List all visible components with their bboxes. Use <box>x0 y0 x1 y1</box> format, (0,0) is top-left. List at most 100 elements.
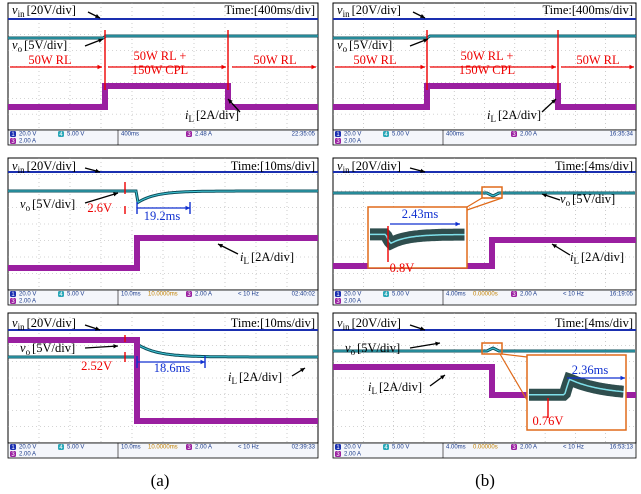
status-trigger: 2.00 A <box>520 132 537 138</box>
annotation: 0.8V <box>390 261 415 275</box>
annotation: 50W RL <box>253 53 296 67</box>
status-timebase: 10.0ms <box>121 292 141 298</box>
subscript: in <box>18 322 26 332</box>
annotation: 50W RL <box>28 53 71 67</box>
status-clock: 16:53:13 <box>610 445 634 451</box>
annotation: 2.52V <box>81 359 112 373</box>
time-scale: Time:[4ms/div] <box>555 316 633 330</box>
time-scale: Time:[10ms/div] <box>231 316 315 330</box>
annotation: 50W RL <box>576 53 619 67</box>
status-ch4: 5.00 V <box>392 445 409 451</box>
status-bar <box>333 130 636 145</box>
scale: [20V/div] <box>27 316 76 330</box>
annotation: 50W RL <box>353 53 396 67</box>
status-freq: < 10 Hz <box>238 445 259 451</box>
status-clock: 16:35:34 <box>610 132 634 138</box>
status-ch3: 2.00 A <box>344 452 361 458</box>
scale: [20V/div] <box>352 3 401 17</box>
status-delay: 10.0000ms <box>148 292 178 298</box>
scale: [20V/div] <box>27 159 76 173</box>
annotation: 2.43ms <box>402 207 439 221</box>
subscript: o <box>18 44 23 54</box>
scale: [20V/div] <box>352 159 401 173</box>
subscript: in <box>343 9 351 19</box>
scale: [2A/div] <box>379 380 422 394</box>
subscript: L <box>243 256 249 266</box>
subscript: L <box>490 114 496 124</box>
status-ch1: 20.0 V <box>344 292 361 298</box>
scale: [20V/div] <box>352 316 401 330</box>
scale: [5V/div] <box>572 192 615 206</box>
status-clock: 02:39:33 <box>292 445 316 451</box>
status-clock: 16:19:05 <box>610 292 634 298</box>
status-trigger: 2.48 A <box>195 132 212 138</box>
status-timebase: 10.0ms <box>121 445 141 451</box>
annotation: 2.6V <box>87 201 112 215</box>
status-timebase: 4.00ms <box>446 292 466 298</box>
status-ch3: 2.00 A <box>344 139 361 145</box>
status-trigger: 2.00 A <box>195 445 212 451</box>
status-ch4: 5.00 V <box>67 292 84 298</box>
time-scale: Time:[10ms/div] <box>231 159 315 173</box>
subscript: L <box>573 256 579 266</box>
status-trigger: 2.00 A <box>520 445 537 451</box>
status-ch4: 5.00 V <box>392 292 409 298</box>
subscript: in <box>18 9 26 19</box>
status-freq: < 10 Hz <box>238 292 259 298</box>
status-ch3: 2.00 A <box>19 139 36 145</box>
status-freq: < 10 Hz <box>563 292 584 298</box>
annotation: 18.6ms <box>154 361 191 375</box>
annotation: 150W CPL <box>459 63 515 77</box>
scale: [5V/div] <box>349 38 392 52</box>
status-delay: 0.00000s <box>473 292 498 298</box>
status-bar <box>8 130 318 145</box>
status-ch3: 2.00 A <box>344 299 361 305</box>
status-ch1: 20.0 V <box>19 132 36 138</box>
figure: (a) (b) vin[20V/div]vo[5V/div]iL[2A/div]… <box>0 0 641 494</box>
scale: [2A/div] <box>498 108 541 122</box>
status-ch4: 5.00 V <box>67 132 84 138</box>
status-timebase: 400ms <box>446 132 464 138</box>
annotation: 150W CPL <box>132 63 188 77</box>
annotation: 50W RL + <box>461 49 514 63</box>
status-ch1: 20.0 V <box>19 445 36 451</box>
status-delay: 10.0000ms <box>148 445 178 451</box>
scale: [5V/div] <box>24 38 67 52</box>
status-ch3: 2.00 A <box>19 299 36 305</box>
annotation: 2.36ms <box>572 363 609 377</box>
status-timebase: 400ms <box>121 132 139 138</box>
status-ch4: 5.00 V <box>392 132 409 138</box>
caption: (b) <box>475 471 495 490</box>
subscript: in <box>18 165 26 175</box>
time-scale: Time:[400ms/div] <box>224 3 315 17</box>
time-scale: Time:[400ms/div] <box>542 3 633 17</box>
time-scale: Time:[4ms/div] <box>555 159 633 173</box>
annotation: 19.2ms <box>144 209 181 223</box>
scale: [5V/div] <box>32 197 75 211</box>
status-clock: 22:35:05 <box>292 132 316 138</box>
subscript: L <box>231 376 237 386</box>
status-ch1: 20.0 V <box>344 132 361 138</box>
annotation: 50W RL + <box>134 49 187 63</box>
scale: [2A/div] <box>251 250 294 264</box>
scale: [5V/div] <box>32 341 75 355</box>
subscript: in <box>343 322 351 332</box>
scale: [5V/div] <box>357 341 400 355</box>
annotation: 0.76V <box>533 414 564 428</box>
status-ch4: 5.00 V <box>67 445 84 451</box>
status-ch1: 20.0 V <box>344 445 361 451</box>
subscript: L <box>371 386 377 396</box>
subscript: o <box>343 44 348 54</box>
status-ch3: 2.00 A <box>19 452 36 458</box>
subscript: L <box>188 114 194 124</box>
status-clock: 02:40:02 <box>292 292 316 298</box>
subscript: o <box>566 198 571 208</box>
status-timebase: 4.00ms <box>446 445 466 451</box>
caption: (a) <box>151 471 170 490</box>
status-freq: < 10 Hz <box>563 445 584 451</box>
subscript: o <box>351 347 356 357</box>
subscript: o <box>26 347 31 357</box>
subscript: in <box>343 165 351 175</box>
scale: [20V/div] <box>27 3 76 17</box>
subscript: o <box>26 203 31 213</box>
